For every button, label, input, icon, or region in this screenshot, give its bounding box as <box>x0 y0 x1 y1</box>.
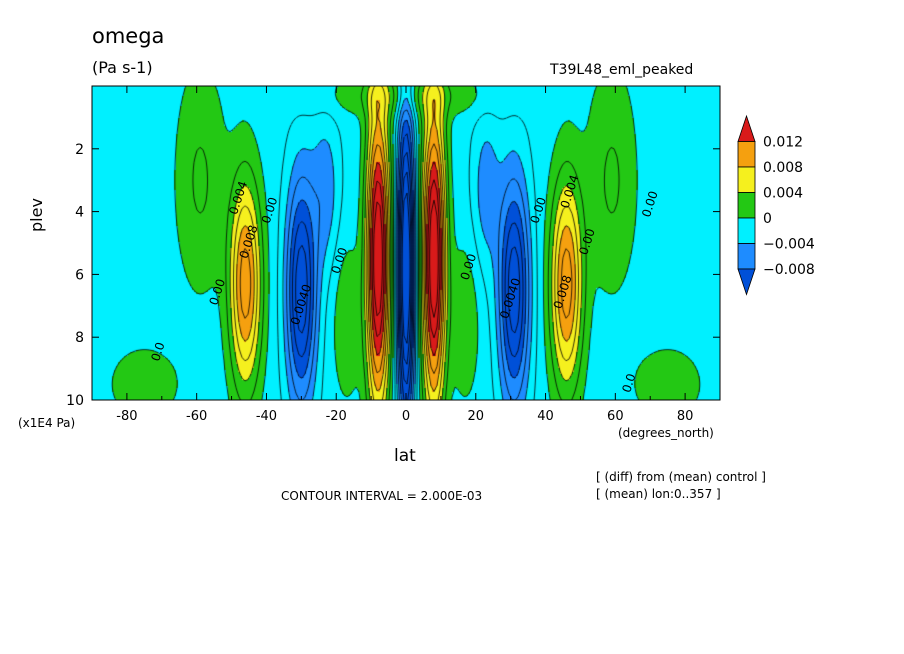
x-axis-label: lat <box>394 446 416 466</box>
colorbar-swatch <box>737 243 756 270</box>
x-tick-label: 20 <box>468 409 485 424</box>
y-tick-label: 4 <box>75 205 84 221</box>
colorbar-swatch <box>737 166 756 193</box>
x-tick-label: 80 <box>677 409 694 424</box>
y-tick-label: 2 <box>75 142 84 158</box>
x-tick-label: -20 <box>326 409 347 424</box>
colorbar-swatch <box>737 141 756 168</box>
colorbar-arrow-bottom <box>737 268 756 296</box>
y-tick-label: 8 <box>75 330 84 346</box>
units-label: (Pa s-1) <box>92 58 153 77</box>
colorbar-swatch <box>737 192 756 219</box>
colorbar-label: −0.004 <box>763 237 815 253</box>
note-mean: [ (mean) lon:0..357 ] <box>596 487 721 501</box>
x-tick-label: -40 <box>256 409 277 424</box>
contour-label: 0.0 <box>619 372 638 394</box>
colorbar-swatch <box>737 217 756 244</box>
chart-title: omega <box>92 24 165 48</box>
colorbar-arrow-top <box>737 114 756 142</box>
colorbar-label: 0 <box>763 211 772 227</box>
x-tick-label: -80 <box>116 409 137 424</box>
contour-interval: CONTOUR INTERVAL = 2.000E-03 <box>281 489 483 503</box>
run-label: T39L48_eml_peaked <box>550 62 694 78</box>
x-tick-label: 60 <box>607 409 624 424</box>
contour-label: 0.0 <box>148 340 167 362</box>
y-tick-label: 10 <box>66 393 84 409</box>
colorbar-label: 0.008 <box>763 160 803 176</box>
x-tick-label: -60 <box>186 409 207 424</box>
colorbar-label: 0.004 <box>763 186 803 202</box>
x-tick-label: 40 <box>537 409 554 424</box>
x-units-label: (degrees_north) <box>618 426 714 440</box>
note-diff: [ (diff) from (mean) control ] <box>596 470 766 484</box>
colorbar-label: −0.008 <box>763 262 815 278</box>
contour-field <box>92 86 720 400</box>
x-tick-label: 0 <box>402 409 410 424</box>
y-scale-label: (x1E4 Pa) <box>18 416 76 430</box>
colorbar-label: 0.012 <box>763 135 803 151</box>
y-axis-label: plev <box>27 198 46 232</box>
y-tick-label: 6 <box>75 267 84 283</box>
